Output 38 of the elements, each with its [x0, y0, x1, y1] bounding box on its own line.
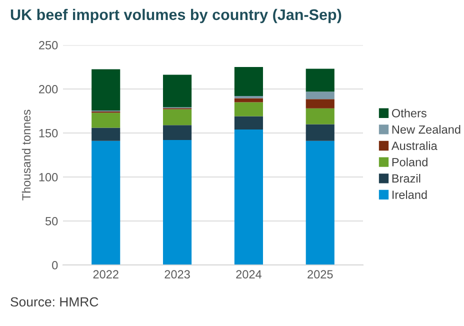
y-tick-label: 250: [39, 41, 58, 50]
bar: [234, 102, 263, 116]
bar: [234, 116, 263, 130]
bar: [92, 140, 120, 265]
chart-title: UK beef import volumes by country (Jan-Sep): [10, 8, 342, 24]
source-note: Source: HMRC: [10, 297, 98, 307]
x-tick-label: 2023: [164, 270, 190, 279]
bar: [234, 98, 263, 102]
y-tick-label: 150: [39, 129, 58, 138]
legend-label: Australia: [391, 141, 438, 150]
x-tick-label: 2024: [236, 270, 262, 279]
bar: [306, 124, 334, 141]
bar: [163, 125, 192, 140]
y-tick-label: 200: [39, 85, 58, 94]
bar: [306, 108, 334, 124]
bar: [306, 140, 334, 265]
x-tick-label: 2025: [308, 270, 333, 279]
bar: [92, 112, 120, 128]
bar: [163, 74, 192, 108]
bar: [306, 99, 334, 108]
bar: [306, 92, 334, 100]
y-tick-label: 100: [39, 173, 58, 182]
bar: [92, 128, 120, 141]
legend-label: Others: [392, 108, 426, 118]
bar: [92, 69, 120, 111]
legend-label: Ireland: [392, 190, 427, 199]
bar: [234, 67, 263, 96]
legend-label: New Zealand: [392, 125, 460, 134]
bar: [163, 140, 192, 265]
y-axis-title: Thousand tonnes: [22, 110, 31, 200]
bar: [163, 109, 192, 126]
y-tick-label: 50: [45, 217, 58, 226]
x-tick-label: 2022: [93, 270, 118, 279]
y-tick-label: 0: [52, 261, 58, 270]
bar: [234, 129, 263, 265]
bar: [306, 68, 334, 92]
legend-label: Poland: [392, 158, 428, 166]
legend-label: Brazil: [392, 174, 420, 183]
